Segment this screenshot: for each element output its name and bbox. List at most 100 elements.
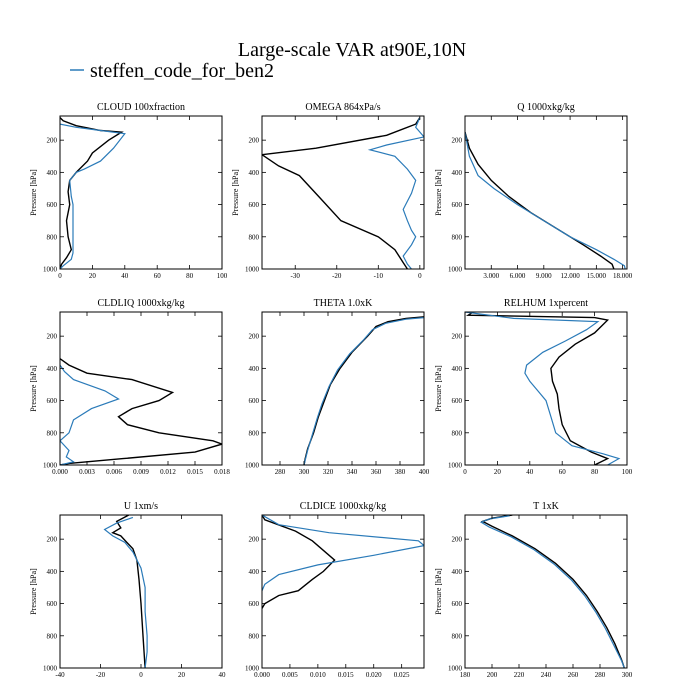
y-tick-label: 200 <box>452 536 463 544</box>
x-tick-label: 0.005 <box>282 671 298 679</box>
y-tick-label: 1000 <box>245 266 260 274</box>
x-tick-label: 18.000 <box>613 272 633 280</box>
figure-legend: steffen_code_for_ben2 <box>70 60 274 82</box>
figure-title: Large-scale VAR at90E,10N <box>238 39 466 61</box>
y-tick-label: 200 <box>249 536 260 544</box>
y-tick-label: 200 <box>249 333 260 341</box>
y-tick-label: 600 <box>249 201 260 209</box>
panel-4: CLDLIQ 1000xkg/kg 0.000 0.003 0.006 0.009 0.0… <box>29 298 230 476</box>
y-tick-label: 1000 <box>43 665 58 673</box>
x-tick-label: 0.025 <box>394 671 410 679</box>
legend-label: steffen_code_for_ben2 <box>90 60 274 82</box>
plot-frame <box>261 514 425 669</box>
series-line-blue <box>465 312 621 465</box>
x-tick-label: -30 <box>291 272 301 280</box>
series-line-blue <box>367 117 424 269</box>
y-tick-label: 800 <box>249 429 260 437</box>
panel-title: OMEGA 864xPa/s <box>305 102 380 113</box>
x-tick-label: 0.010 <box>310 671 326 679</box>
x-tick-label: 300 <box>299 468 310 476</box>
panel-8: CLDICE 1000xkg/kg 0.000 0.005 0.010 0.015 0.0… <box>245 501 425 679</box>
y-tick-label: 800 <box>452 632 463 640</box>
series-line-blue <box>103 516 148 668</box>
series-line-blue <box>465 131 626 269</box>
y-axis-label: Pressure [hPa] <box>434 568 443 615</box>
series-line-black <box>465 312 610 465</box>
y-tick-label: 1000 <box>43 462 58 470</box>
x-tick-label: 40 <box>219 671 227 679</box>
y-tick-label: 200 <box>249 137 260 145</box>
x-tick-label: 40 <box>121 272 129 280</box>
plot-frame <box>464 311 628 466</box>
x-tick-label: 380 <box>395 468 406 476</box>
x-tick-label: 240 <box>541 671 552 679</box>
x-tick-label: 20 <box>89 272 97 280</box>
y-tick-label: 600 <box>452 201 463 209</box>
x-tick-label: 360 <box>371 468 382 476</box>
x-tick-label: 200 <box>487 671 498 679</box>
y-tick-label: 800 <box>452 233 463 241</box>
plot-frame <box>59 311 223 466</box>
y-tick-label: 1000 <box>245 462 260 470</box>
panel-title: T 1xK <box>533 501 559 512</box>
x-tick-label: 400 <box>419 468 430 476</box>
y-tick-label: 600 <box>249 397 260 405</box>
panel-6: RELHUM 1xpercent 0 20 40 60 80 100 200 400 600 800… <box>434 298 633 476</box>
x-tick-label: -10 <box>374 272 384 280</box>
x-tick-label: 0.000 <box>52 468 68 476</box>
series-line-blue <box>60 364 120 465</box>
x-tick-label: 0.015 <box>338 671 354 679</box>
x-tick-label: 100 <box>622 468 633 476</box>
series-line-blue <box>60 123 126 269</box>
y-tick-label: 800 <box>47 429 58 437</box>
y-axis-label: Pressure [hPa] <box>434 365 443 412</box>
y-tick-label: 200 <box>452 333 463 341</box>
x-tick-label: 0 <box>58 272 62 280</box>
x-tick-label: -40 <box>55 671 65 679</box>
y-tick-label: 600 <box>47 600 58 608</box>
y-tick-label: 400 <box>47 365 58 373</box>
y-tick-label: 400 <box>452 365 463 373</box>
panel-title: CLDICE 1000xkg/kg <box>300 501 386 512</box>
x-tick-label: 260 <box>568 671 579 679</box>
plot-frame <box>464 514 628 669</box>
x-tick-label: 0.020 <box>366 671 382 679</box>
series-line-black <box>111 515 146 668</box>
panel-5: THETA 1.0xK 280 300 320 340 360 380 400 200 400 60… <box>245 298 430 476</box>
x-tick-label: 80 <box>591 468 599 476</box>
x-tick-label: 60 <box>559 468 567 476</box>
y-tick-label: 400 <box>249 568 260 576</box>
plot-frame <box>59 514 223 669</box>
x-tick-label: 300 <box>622 671 633 679</box>
y-tick-label: 200 <box>452 137 463 145</box>
y-tick-label: 600 <box>249 600 260 608</box>
x-tick-label: 340 <box>347 468 358 476</box>
x-tick-label: 0.015 <box>187 468 203 476</box>
x-tick-label: 40 <box>526 468 534 476</box>
y-tick-label: 1000 <box>448 462 463 470</box>
plot-frame <box>261 311 425 466</box>
x-tick-label: 9.000 <box>536 272 552 280</box>
y-tick-label: 1000 <box>43 266 58 274</box>
y-tick-label: 600 <box>452 600 463 608</box>
series-line-black <box>480 515 625 668</box>
series-line-black <box>262 117 421 269</box>
series-line-blue <box>479 515 625 668</box>
x-tick-label: 20 <box>178 671 186 679</box>
y-axis-label: Pressure [hPa] <box>29 169 38 216</box>
panel-2: OMEGA 864xPa/s -30 -20 -10 0 200 400 600 800 1000… <box>231 102 425 280</box>
panel-title: U 1xm/s <box>124 501 158 512</box>
y-tick-label: 1000 <box>448 266 463 274</box>
series-line-blue <box>303 317 424 465</box>
y-axis-label: Pressure [hPa] <box>434 169 443 216</box>
y-tick-label: 1000 <box>448 665 463 673</box>
x-tick-label: 0 <box>139 671 143 679</box>
y-tick-label: 400 <box>47 568 58 576</box>
y-tick-label: 800 <box>452 429 463 437</box>
x-tick-label: 0.003 <box>79 468 95 476</box>
y-tick-label: 800 <box>47 233 58 241</box>
panel-title: RELHUM 1xpercent <box>504 298 588 309</box>
y-tick-label: 400 <box>452 169 463 177</box>
plot-frame <box>59 115 223 270</box>
